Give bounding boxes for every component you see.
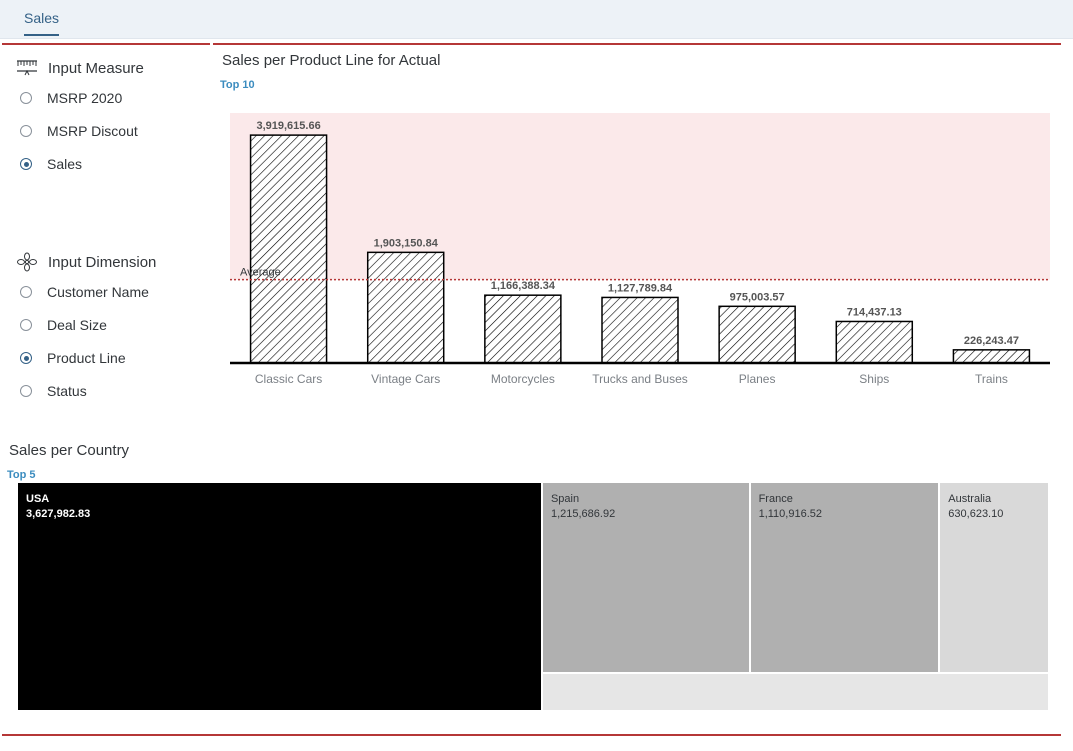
radio-product-line[interactable]: Product Line — [20, 348, 126, 368]
treemap-title: Sales per Country — [9, 442, 130, 459]
treemap-tile-name: Australia — [948, 493, 992, 505]
radio-label: Deal Size — [47, 317, 107, 333]
category-label: Classic Cars — [255, 372, 322, 386]
radio-circle[interactable] — [20, 385, 32, 397]
bar — [601, 296, 679, 364]
bar-chart-title: Sales per Product Line for Actual — [222, 52, 441, 69]
radio-label: Sales — [47, 156, 83, 172]
treemap-tile-value: 630,623.10 — [948, 508, 1004, 520]
treemap-tile-name: France — [758, 493, 793, 505]
bar-chart: 3,919,615.66 Classic Cars 1,903,150.84 Vint… — [230, 113, 1050, 386]
radio-status[interactable]: Status — [20, 381, 87, 401]
bar-value-label: 714,437.13 — [847, 306, 902, 318]
bar-value-label: 226,243.47 — [964, 335, 1019, 347]
average-label: Average — [240, 267, 281, 279]
bar-value-label: 975,003.57 — [730, 291, 785, 303]
bar-value-label: 1,903,150.84 — [374, 237, 439, 249]
radio-label: MSRP Discout — [47, 123, 138, 139]
category-label: Motorcycles — [491, 372, 555, 386]
category-label: Planes — [739, 372, 776, 386]
radio-circle[interactable] — [20, 92, 32, 104]
radio-label: Status — [47, 383, 87, 399]
radio-customer-name[interactable]: Customer Name — [20, 282, 149, 302]
treemap-tile-value: 1,215,686.92 — [550, 508, 616, 520]
treemap-tile-value: 1,110,916.52 — [758, 508, 822, 520]
input-dimension-title: Input Dimension — [16, 252, 156, 272]
bar-value-label: 3,919,615.66 — [256, 120, 320, 132]
radio-label: MSRP 2020 — [47, 90, 123, 106]
bar — [835, 320, 914, 364]
treemap-tile[interactable] — [542, 673, 1048, 710]
treemap-tile-name: Spain — [550, 493, 580, 505]
chart-panel-divider — [213, 43, 1061, 45]
dimension-icon — [16, 252, 38, 272]
tab-sales[interactable]: Sales — [24, 10, 60, 36]
radio-deal-size[interactable]: Deal Size — [20, 315, 107, 335]
input-measure-title: Input Measure — [16, 58, 144, 78]
bar-value-label: 1,166,388.34 — [491, 280, 556, 292]
treemap-tile-value: 3,627,982.83 — [26, 508, 91, 520]
bar — [952, 349, 1031, 364]
treemap-chart: USA 3,627,982.83 Spain 1,215,686.92 France 1,… — [18, 483, 1048, 710]
radio-sales[interactable]: Sales — [20, 154, 82, 174]
input-measure-label: Input Measure — [48, 59, 144, 77]
radio-circle-selected[interactable] — [20, 158, 32, 170]
radio-msrp-discout[interactable]: MSRP Discout — [20, 121, 138, 141]
bar-value-label: 1,127,789.84 — [608, 282, 673, 294]
treemap-tile[interactable]: France 1,110,916.52 — [750, 483, 939, 672]
radio-circle[interactable] — [20, 286, 32, 298]
category-label: Ships — [859, 372, 889, 386]
radio-circle[interactable] — [20, 319, 32, 331]
category-label: Trucks and Buses — [592, 372, 688, 386]
category-label: Vintage Cars — [371, 372, 440, 386]
radio-label: Customer Name — [47, 284, 149, 300]
category-label: Trains — [975, 372, 1008, 386]
radio-msrp-2020[interactable]: MSRP 2020 — [20, 88, 122, 108]
radio-circle[interactable] — [20, 125, 32, 137]
treemap-subtitle: Top 5 — [7, 469, 36, 481]
treemap-tile[interactable]: Spain 1,215,686.92 — [542, 483, 749, 672]
bar — [366, 251, 445, 364]
ruler-icon — [16, 58, 38, 78]
bar — [249, 134, 328, 364]
radio-label: Product Line — [47, 350, 126, 366]
bar-chart-subtitle: Top 10 — [220, 79, 255, 91]
treemap-tile-name: USA — [26, 493, 50, 505]
treemap-tile[interactable]: USA 3,627,982.83 — [18, 483, 541, 710]
bar — [718, 305, 796, 364]
bottom-divider — [2, 734, 1061, 736]
treemap-tile[interactable]: Australia 630,623.10 — [940, 483, 1048, 672]
top-bar: Sales — [0, 0, 1073, 39]
average-band — [230, 113, 1050, 280]
input-dimension-label: Input Dimension — [48, 253, 157, 271]
left-panel-divider — [2, 43, 210, 45]
radio-circle-selected[interactable] — [20, 352, 32, 364]
bar — [484, 294, 562, 364]
